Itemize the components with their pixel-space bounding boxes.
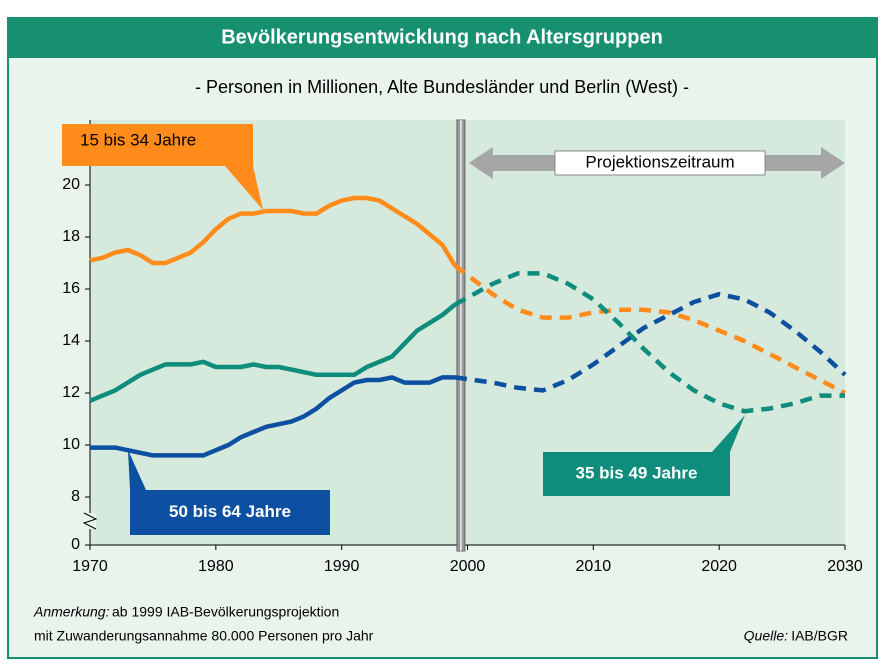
- x-tick-label: 2010: [576, 558, 612, 575]
- plot-area: [90, 120, 845, 545]
- projection-line: [453, 271, 845, 414]
- history-line: [90, 375, 455, 458]
- projection-label: Projektionszeitraum: [585, 152, 734, 171]
- legend-pointer: [225, 166, 263, 210]
- y-tick-label: 20: [62, 176, 80, 193]
- legend-box: [62, 124, 253, 166]
- legend-label: 50 bis 64 Jahre: [169, 502, 291, 521]
- projection-line: [453, 263, 847, 395]
- chart-subtitle: - Personen in Millionen, Alte Bundesländ…: [195, 77, 689, 97]
- x-tick-label: 2000: [450, 558, 486, 575]
- axis-break: [82, 512, 98, 530]
- legend-label: 15 bis 34 Jahre: [80, 130, 196, 149]
- chart-title: Bevölkerungsentwicklung nach Altersgrupp…: [221, 26, 663, 48]
- source-label: Quelle:: [744, 628, 788, 644]
- y-tick-label: 8: [71, 488, 80, 505]
- y-tick-label: 14: [62, 332, 80, 349]
- x-tick-label: 2030: [827, 558, 863, 575]
- y-tick-label: 0: [71, 536, 80, 553]
- y-tick-label: 16: [62, 280, 80, 297]
- y-tick-label: 12: [62, 384, 80, 401]
- legend-label: 35 bis 49 Jahre: [576, 463, 698, 482]
- x-tick-label: 1980: [198, 558, 234, 575]
- source-text: IAB/BGR: [791, 628, 848, 644]
- projection-line: [454, 291, 847, 393]
- legend-box: [543, 452, 730, 496]
- title-bar: [8, 18, 877, 58]
- projection-label-bg: [554, 150, 766, 176]
- x-tick-label: 1970: [72, 558, 108, 575]
- plot: 0 8 10 12 14 16 18 20 1970 1980 1990 2000 2010 2020 20…: [62, 119, 863, 575]
- legend-pointer: [712, 415, 745, 452]
- note-line: mit Zuwanderungsannahme 80.000 Personen …: [34, 628, 374, 644]
- legend-pointer: [128, 450, 146, 490]
- y-tick-label: 10: [62, 436, 80, 453]
- x-tick-label: 1990: [324, 558, 360, 575]
- x-tick-label: 2020: [701, 558, 737, 575]
- history-line: [89, 302, 457, 403]
- note-label: Anmerkung:: [33, 604, 110, 620]
- note-line: ab 1999 IAB-Bevölkerungsprojektion: [112, 604, 339, 620]
- history-line: [89, 195, 457, 267]
- legend-box: [130, 490, 330, 535]
- y-tick-label: 18: [62, 228, 80, 245]
